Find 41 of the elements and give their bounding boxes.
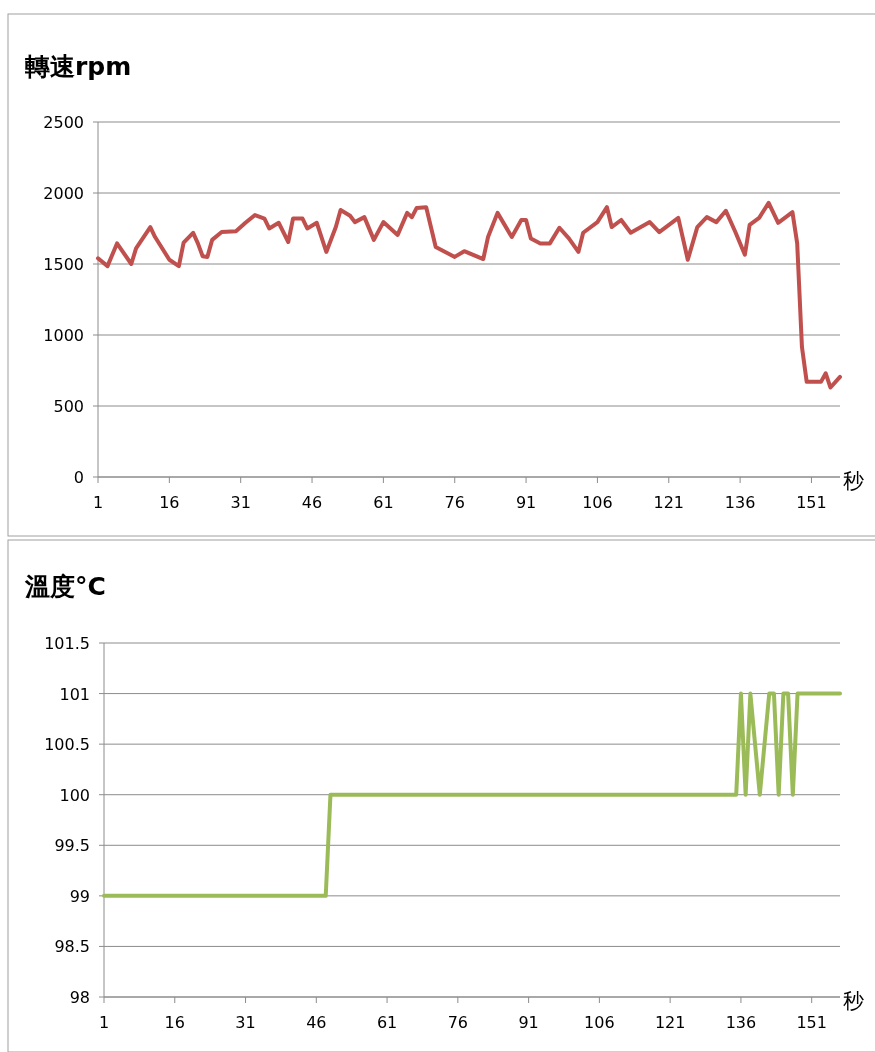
x-tick-label: 76 [447, 1013, 469, 1032]
y-tick-label: 98 [69, 988, 90, 1007]
x-tick-label: 16 [159, 493, 180, 512]
x-tick-label: 151 [796, 493, 827, 512]
x-tick-label: 136 [724, 493, 756, 512]
x-tick-label: 121 [654, 1013, 686, 1032]
x-tick-label: 1 [98, 1013, 110, 1032]
y-tick-label: 100 [59, 785, 90, 805]
x-tick-label: 91 [518, 1013, 539, 1032]
y-tick-label: 1500 [43, 255, 84, 274]
x-tick-label: 61 [376, 1013, 398, 1032]
x-tick-label: 121 [653, 493, 685, 512]
x-tick-label: 31 [235, 1013, 256, 1032]
y-tick-label: 2500 [43, 113, 84, 132]
x-tick-label: 136 [725, 1013, 757, 1032]
line-series [96, 200, 842, 390]
x-axis-title: 秒 [843, 989, 864, 1013]
x-tick-label: 106 [582, 493, 613, 512]
x-tick-label: 76 [444, 493, 465, 512]
x-tick-label: 91 [515, 493, 537, 512]
x-axis-title: 秒 [843, 469, 864, 493]
y-tick-label: 101.5 [44, 634, 90, 653]
x-tick-label: 61 [373, 493, 394, 512]
y-tick-label: 1000 [43, 326, 84, 345]
y-tick-label: 500 [53, 397, 84, 416]
x-tick-label: 46 [306, 1013, 327, 1032]
x-tick-label: 1 [92, 493, 104, 512]
chart-title: 轉速rpm [24, 52, 132, 81]
x-tick-label: 16 [164, 1013, 185, 1032]
y-tick-label: 98.5 [54, 937, 90, 957]
x-tick-label: 106 [584, 1013, 615, 1032]
y-tick-label: 100.5 [44, 735, 90, 755]
y-tick-label: 2000 [43, 184, 84, 203]
y-tick-label: 99 [69, 886, 90, 906]
x-tick-label: 46 [301, 493, 323, 512]
y-tick-label: 99.5 [54, 836, 90, 856]
y-tick-label: 0 [73, 468, 84, 487]
x-tick-label: 151 [796, 1013, 827, 1032]
x-tick-label: 31 [230, 493, 251, 512]
y-tick-label: 101 [59, 684, 90, 704]
chart-title: 溫度°C [24, 572, 106, 601]
